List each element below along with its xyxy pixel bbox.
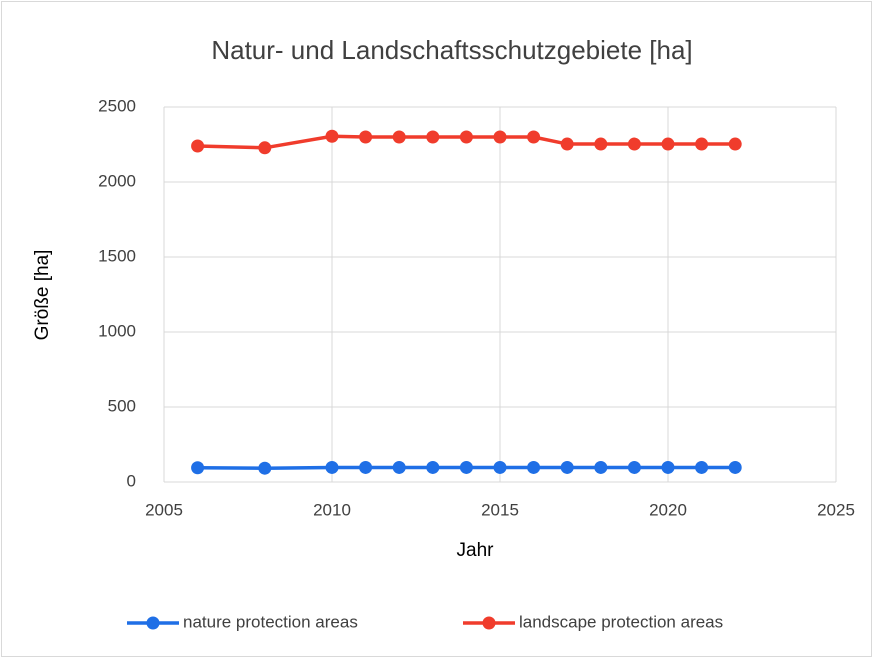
legend-marker xyxy=(146,616,160,630)
data-point xyxy=(325,129,339,143)
data-point xyxy=(527,460,541,474)
data-point xyxy=(695,460,709,474)
data-point xyxy=(392,460,406,474)
data-point xyxy=(459,460,473,474)
y-tick-label: 2500 xyxy=(98,96,136,115)
y-axis-label: Größe [ha] xyxy=(32,250,53,341)
y-tick-label: 1500 xyxy=(98,246,136,265)
data-point xyxy=(695,137,709,151)
x-tick-label: 2025 xyxy=(817,500,855,519)
data-point xyxy=(594,460,608,474)
y-tick-label: 1000 xyxy=(98,321,136,340)
data-point xyxy=(728,460,742,474)
legend-marker xyxy=(482,616,496,630)
data-point xyxy=(493,130,507,144)
data-point xyxy=(594,137,608,151)
data-point xyxy=(359,130,373,144)
data-point xyxy=(493,460,507,474)
data-point xyxy=(325,460,339,474)
data-point xyxy=(560,460,574,474)
x-axis-label: Jahr xyxy=(457,540,495,561)
data-point xyxy=(527,130,541,144)
data-point xyxy=(258,141,272,155)
data-point xyxy=(426,130,440,144)
x-tick-label: 2015 xyxy=(481,500,519,519)
y-tick-label: 500 xyxy=(108,396,136,415)
data-point xyxy=(728,137,742,151)
data-point xyxy=(191,139,205,153)
data-point xyxy=(258,461,272,475)
y-tick-label: 2000 xyxy=(98,171,136,190)
y-tick-label: 0 xyxy=(127,471,136,490)
data-point xyxy=(627,137,641,151)
data-point xyxy=(426,460,440,474)
data-point xyxy=(661,460,675,474)
data-point xyxy=(661,137,675,151)
data-point xyxy=(392,130,406,144)
x-tick-label: 2010 xyxy=(313,500,351,519)
chart-title: Natur- und Landschaftsschutzgebiete [ha] xyxy=(211,35,692,65)
x-tick-label: 2020 xyxy=(649,500,687,519)
data-point xyxy=(359,460,373,474)
data-point xyxy=(191,461,205,475)
legend-label: nature protection areas xyxy=(183,612,358,631)
legend-label: landscape protection areas xyxy=(519,612,723,631)
data-point xyxy=(560,137,574,151)
data-point xyxy=(627,460,641,474)
data-point xyxy=(459,130,473,144)
x-tick-label: 2005 xyxy=(145,500,183,519)
